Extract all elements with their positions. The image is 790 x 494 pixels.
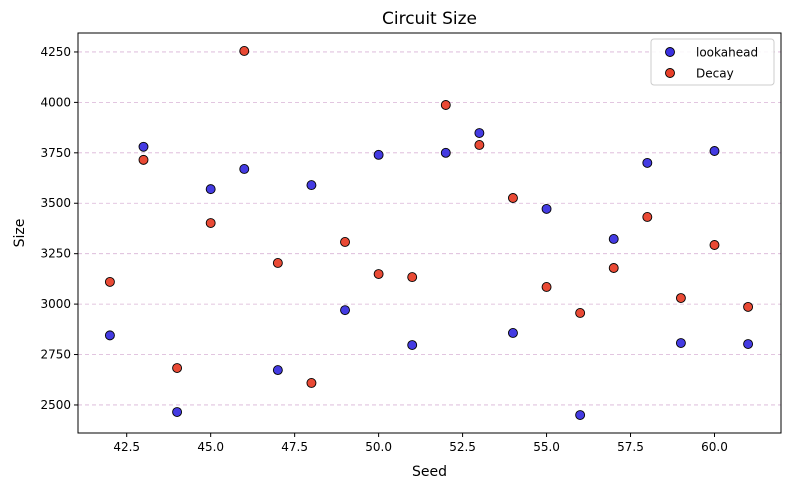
grid-lines	[78, 51, 781, 406]
point-decay	[440, 100, 451, 110]
point-decay	[373, 269, 384, 279]
point-lookahead	[104, 330, 115, 341]
x-tick-label: 55.0	[533, 440, 560, 454]
legend: lookahead Decay	[650, 38, 775, 86]
point-decay	[407, 272, 418, 283]
point-lookahead	[608, 234, 619, 244]
y-axis-label: Size	[12, 219, 28, 248]
point-lookahead	[272, 365, 283, 376]
point-decay	[340, 237, 350, 247]
point-decay	[138, 154, 149, 165]
point-decay	[675, 293, 686, 304]
point-decay	[709, 240, 720, 250]
legend-marker-lookahead	[665, 47, 675, 57]
point-lookahead	[138, 141, 149, 152]
legend-label-decay: Decay	[696, 67, 734, 81]
y-tick-label: 4250	[40, 45, 71, 59]
point-decay	[743, 301, 754, 312]
point-lookahead	[340, 305, 350, 316]
legend-label-lookahead: lookahead	[696, 46, 758, 60]
point-decay	[104, 276, 115, 287]
point-lookahead	[205, 184, 216, 195]
y-tick-label: 3000	[40, 297, 71, 311]
point-decay	[306, 378, 317, 388]
point-lookahead	[743, 339, 754, 349]
point-lookahead	[474, 128, 485, 139]
point-decay	[172, 363, 183, 373]
point-decay	[575, 308, 586, 318]
point-lookahead	[575, 410, 586, 420]
point-decay	[541, 282, 552, 292]
point-decay	[272, 258, 283, 268]
y-tick-label: 2500	[40, 398, 71, 412]
point-lookahead	[508, 327, 518, 338]
x-tick-label: 50.0	[365, 440, 392, 454]
y-axis-ticks: 2500 2750 3000 3250 3500 3750 4000 4250	[40, 45, 78, 412]
x-tick-label: 52.5	[449, 440, 476, 454]
plot-frame	[77, 32, 782, 434]
point-decay	[474, 140, 485, 150]
x-axis-label: Seed	[412, 464, 447, 480]
point-lookahead	[440, 147, 451, 158]
chart-title: Circuit Size	[382, 9, 477, 29]
y-tick-label: 3250	[40, 247, 71, 261]
point-lookahead	[373, 149, 384, 160]
data-points	[104, 46, 754, 420]
x-tick-label: 47.5	[281, 440, 308, 454]
point-lookahead	[675, 338, 686, 348]
x-tick-label: 45.0	[197, 440, 224, 454]
y-tick-label: 2750	[40, 348, 71, 362]
point-decay	[205, 218, 216, 228]
legend-box	[650, 38, 775, 86]
point-lookahead	[306, 180, 317, 191]
point-lookahead	[642, 157, 653, 168]
point-decay	[508, 193, 518, 203]
point-lookahead	[709, 146, 720, 156]
x-tick-label: 42.5	[113, 440, 140, 454]
y-tick-label: 4000	[40, 95, 71, 109]
x-tick-label: 57.5	[617, 440, 644, 454]
point-lookahead	[407, 340, 418, 351]
point-decay	[642, 212, 653, 222]
x-axis-ticks: 42.5 45.0 47.5 50.0 52.5 55.0 57.5 60.0	[113, 433, 728, 454]
point-lookahead	[172, 407, 183, 417]
point-decay	[608, 263, 619, 273]
y-tick-label: 3750	[40, 146, 71, 160]
legend-marker-decay	[665, 68, 675, 78]
point-lookahead	[239, 164, 250, 174]
y-tick-label: 3500	[40, 196, 71, 210]
x-tick-label: 60.0	[701, 440, 728, 454]
point-decay	[239, 46, 250, 56]
point-lookahead	[541, 203, 552, 214]
